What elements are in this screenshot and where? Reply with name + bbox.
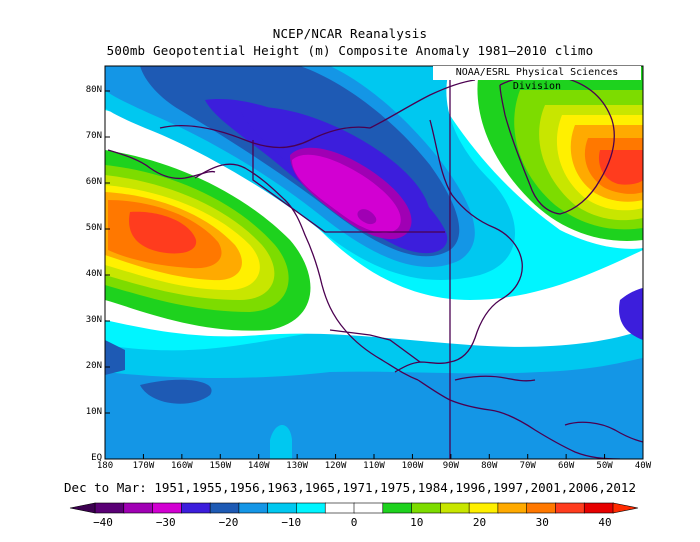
colorbar-label: −10 xyxy=(281,516,302,529)
colorbar-low-arrow xyxy=(69,502,96,514)
colorbar-swatch xyxy=(411,502,442,514)
lon-tick-label: 90W xyxy=(442,461,459,471)
title-line-2: 500mb Geopotential Height (m) Composite … xyxy=(106,43,594,58)
lon-tick-label: 130W xyxy=(286,461,308,471)
contour-negative-south-2 xyxy=(105,358,643,459)
lat-tick-label: 80N xyxy=(85,85,102,95)
lon-tick-label: 180 xyxy=(96,461,114,471)
colorbar-swatch xyxy=(555,502,586,514)
colorbar-label: 0 xyxy=(350,516,358,529)
trough-center xyxy=(357,209,377,225)
coastline-caribbean xyxy=(454,375,536,382)
colorbar-label: −30 xyxy=(155,516,176,529)
colorbar-high-arrow xyxy=(612,502,639,514)
ridge-pacific-40 xyxy=(129,211,197,254)
border-us-mexico xyxy=(329,329,421,363)
coastline-arctic xyxy=(159,125,371,149)
lon-tick-label: 60W xyxy=(558,461,575,471)
lon-tick-label: 100W xyxy=(401,461,424,471)
colorbar xyxy=(69,502,639,514)
lat-tick-label: 10N xyxy=(85,407,102,417)
colorbar-swatch xyxy=(583,502,614,514)
coastline-hudson-atlantic xyxy=(429,119,523,363)
colorbar-swatch xyxy=(94,502,125,514)
coastline-south-america xyxy=(564,421,643,443)
colorbar-swatch xyxy=(497,502,528,514)
y-tick-marks xyxy=(105,90,110,460)
composite-years: Dec to Mar: 1951,1955,1956,1963,1965,197… xyxy=(64,480,636,495)
border-canada-us xyxy=(252,140,445,233)
colorbar-swatch xyxy=(152,502,183,514)
colorbar-swatch xyxy=(324,502,355,514)
coastlines xyxy=(107,66,643,459)
colorbar-label: 40 xyxy=(598,516,612,529)
title-line-1: NCEP/NCAR Reanalysis xyxy=(272,26,428,41)
colorbar-label: −40 xyxy=(93,516,113,529)
contour-atlantic-low xyxy=(619,288,643,340)
colorbar-swatch xyxy=(267,502,298,514)
lat-tick-label: 50N xyxy=(85,223,102,233)
lon-tick-label: 80W xyxy=(481,461,498,471)
contour-small-low xyxy=(140,379,212,404)
colorbar-swatch xyxy=(209,502,240,514)
coastline-arctic-islands xyxy=(369,79,476,129)
colorbar-label: 30 xyxy=(535,516,549,529)
lon-tick-label: 120W xyxy=(324,461,347,471)
colorbar-swatch xyxy=(526,502,557,514)
lon-tick-label: 140W xyxy=(247,461,270,471)
trough-minus-35 xyxy=(292,154,401,233)
contour-west-edge-low xyxy=(105,340,125,375)
colorbar-swatch xyxy=(296,502,327,514)
lon-tick-label: 110W xyxy=(363,461,385,471)
colorbar-swatch xyxy=(440,502,470,514)
colorbar-swatch xyxy=(181,502,211,514)
lon-tick-label: 170W xyxy=(132,461,155,471)
lon-tick-label: 160W xyxy=(171,461,193,471)
lat-tick-label: 30N xyxy=(85,315,102,325)
colorbar-swatch xyxy=(238,502,269,514)
contour-small-tropical xyxy=(270,425,292,459)
colorbar-label: 10 xyxy=(410,516,424,529)
colorbar-swatch xyxy=(468,502,499,514)
colorbar-swatch xyxy=(123,502,154,514)
lon-tick-label: 50W xyxy=(596,461,613,471)
credit-label: NOAA/ESRL Physical Sciences Division xyxy=(433,66,641,92)
lat-tick-label: 20N xyxy=(85,361,102,371)
coastline-central-america xyxy=(417,379,621,459)
colorbar-swatch xyxy=(382,502,413,514)
colorbar-label: −20 xyxy=(218,516,239,529)
lon-tick-label: 40W xyxy=(634,461,652,471)
colorbar-swatch xyxy=(353,502,384,514)
lon-tick-label: 150W xyxy=(209,461,232,471)
lat-tick-label: EQ xyxy=(91,453,102,463)
colorbar-label: 20 xyxy=(472,516,487,529)
x-tick-marks xyxy=(104,454,644,459)
lat-tick-label: 40N xyxy=(85,269,102,279)
lat-tick-label: 70N xyxy=(85,131,102,141)
lon-tick-label: 70W xyxy=(519,461,536,471)
lat-tick-label: 60N xyxy=(85,177,102,187)
coastline-pacific-northwest xyxy=(194,163,419,381)
